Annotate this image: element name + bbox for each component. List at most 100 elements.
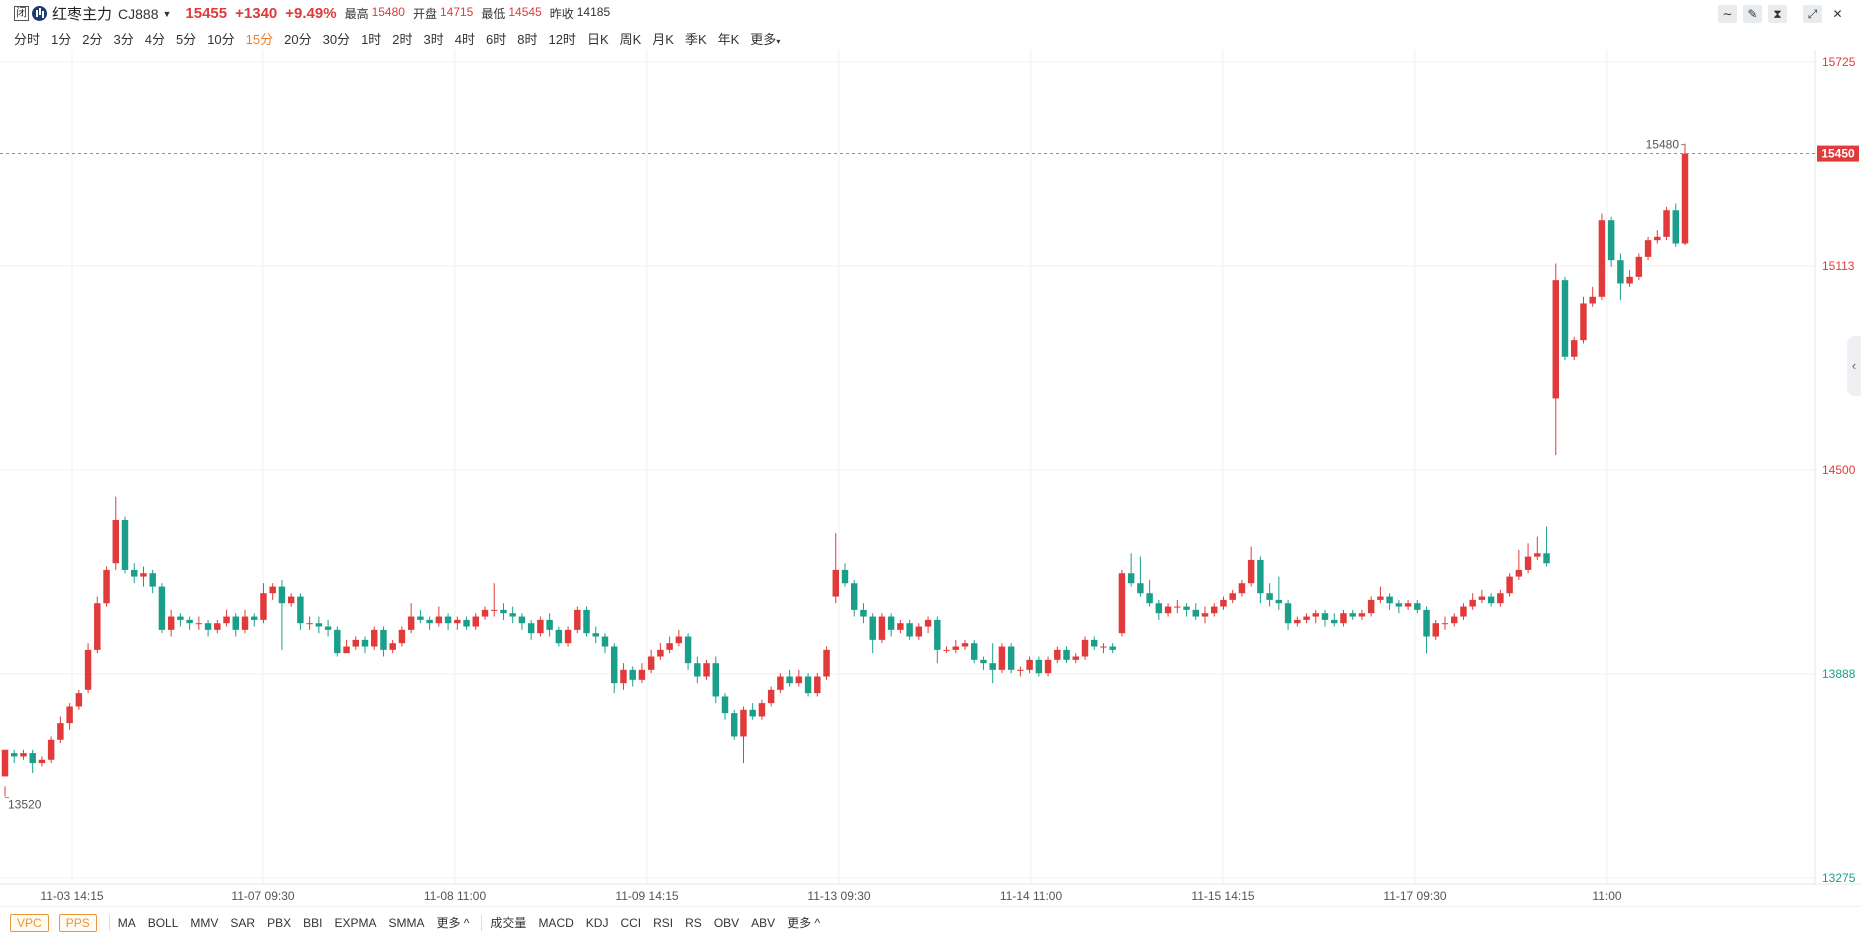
period-tab[interactable]: 日K [587,29,609,48]
sub-indicator-button[interactable]: ABV [751,915,776,930]
candle [998,643,1006,674]
line-tool-icon[interactable]: ∼ [1718,5,1737,23]
candlestick-chart[interactable]: 15725 15113 14500 13888 13275 11-03 14:15 11-0… [0,0,1861,906]
candle-body [1229,593,1236,600]
candle-body [1238,583,1246,594]
main-indicator-button[interactable]: 更多 ^ [436,916,470,930]
volume-tool-button[interactable]: PPS [58,913,97,932]
sub-indicator-button[interactable]: RSI [653,915,674,930]
candle [1321,609,1329,627]
candle-body [1091,639,1098,647]
main-indicator-button[interactable]: EXPMA [334,915,377,930]
sub-indicator-button[interactable]: 成交量 [490,916,527,930]
period-tab[interactable]: 20分 [284,29,311,48]
period-tab[interactable]: 12时 [548,29,575,48]
period-label: 3时 [423,32,444,47]
candle-body [204,623,212,630]
main-indicator-button[interactable]: SMMA [388,915,425,930]
stat-label: 昨收 [549,7,574,21]
instrument-name[interactable]: 红枣主力 [52,6,113,23]
pen-tool-icon[interactable]: ✎ [1743,5,1762,23]
period-tab[interactable]: 3时 [424,29,444,48]
main-indicator-button[interactable]: PBX [267,915,292,930]
period-tab[interactable]: 6时 [486,29,506,48]
candle [1552,263,1559,456]
sub-indicator-button[interactable]: 更多 ^ [787,916,821,930]
period-tab[interactable]: 年K [718,29,740,48]
instrument-code[interactable]: CJ888 [118,5,159,22]
period-tab[interactable]: 3分 [113,29,133,48]
candle-body [1524,556,1532,570]
main-indicator-button[interactable]: SAR [230,915,256,930]
candle [721,693,729,720]
candle [1284,599,1292,630]
last-price-marker [1817,145,1859,162]
period-label: 20分 [284,32,312,47]
candle [971,639,978,664]
period-tab[interactable]: 月K [652,29,674,48]
period-tab[interactable]: 1分 [51,29,71,48]
candle [924,616,932,634]
volume-tool-button[interactable]: VPC [10,913,49,932]
candle [435,606,443,627]
candle-body [241,616,249,630]
candle-body [112,519,119,564]
candle [1414,599,1421,614]
period-tab[interactable]: 4时 [455,29,475,48]
candle [20,749,27,760]
candle-body [509,613,516,617]
period-tab[interactable]: 分时 [14,29,40,48]
candle-body [1044,659,1052,674]
period-tab[interactable]: 5分 [176,29,196,48]
period-tab[interactable]: 1时 [361,29,381,48]
x-tick-label: 11-15 14:15 [1191,889,1254,903]
main-indicator-button[interactable]: BBI [303,915,323,930]
candle-body [906,623,913,637]
period-tab[interactable]: 季K [685,29,707,48]
sub-indicator-button[interactable]: KDJ [585,915,609,930]
period-tab[interactable]: 4分 [145,29,165,48]
candle [1118,569,1126,637]
close-icon[interactable]: ✕ [1832,7,1843,21]
period-tab[interactable]: 30分 [323,29,350,48]
x-tick-label: 11-13 09:30 [807,889,870,903]
candle-body [1081,639,1089,657]
main-indicator-button[interactable]: BOLL [147,915,179,930]
period-tab[interactable]: 8时 [517,29,537,48]
sub-indicator-button[interactable]: CCI [620,915,642,930]
candle-body [546,619,553,630]
chevron-down-icon[interactable]: ▼ [162,8,172,19]
period-label: 年K [717,32,740,47]
candle-body [1644,240,1652,257]
candle [509,606,516,624]
candle-body [1284,603,1292,624]
candle-body [823,649,830,677]
candle-body [1100,646,1107,648]
candle-style-icon[interactable]: ⧗ [1768,5,1787,23]
period-tab[interactable]: 2分 [82,29,102,48]
candle-body [675,636,683,644]
main-indicator-button[interactable]: MMV [190,915,219,930]
period-tab[interactable]: 15分 [246,29,273,48]
candle [177,613,184,627]
period-tab[interactable]: 周K [620,29,642,48]
candle [703,659,710,680]
candle-body [1220,599,1227,607]
period-tab[interactable]: 10分 [207,29,234,48]
candle-body [574,609,581,630]
chevron-left-icon[interactable]: ‹ [1851,358,1857,373]
period-tab[interactable]: 2时 [392,29,412,48]
sub-indicator-button[interactable]: RS [685,915,702,930]
sub-indicator-button[interactable]: MACD [538,915,574,930]
period-tab[interactable]: 更多▾ [750,29,780,48]
main-indicator-button[interactable]: MA [117,915,136,930]
expand-icon[interactable]: ⤢ [1803,5,1822,23]
sub-indicator-button[interactable]: OBV [713,915,740,930]
candle-body [407,616,415,630]
candle-body [352,639,359,647]
side-panel-toggle[interactable]: ‹ [1847,336,1861,396]
candle-body [1,749,9,777]
candle-body [84,649,92,690]
period-label: 2分 [82,32,103,47]
period-label: 更多 [750,32,777,47]
